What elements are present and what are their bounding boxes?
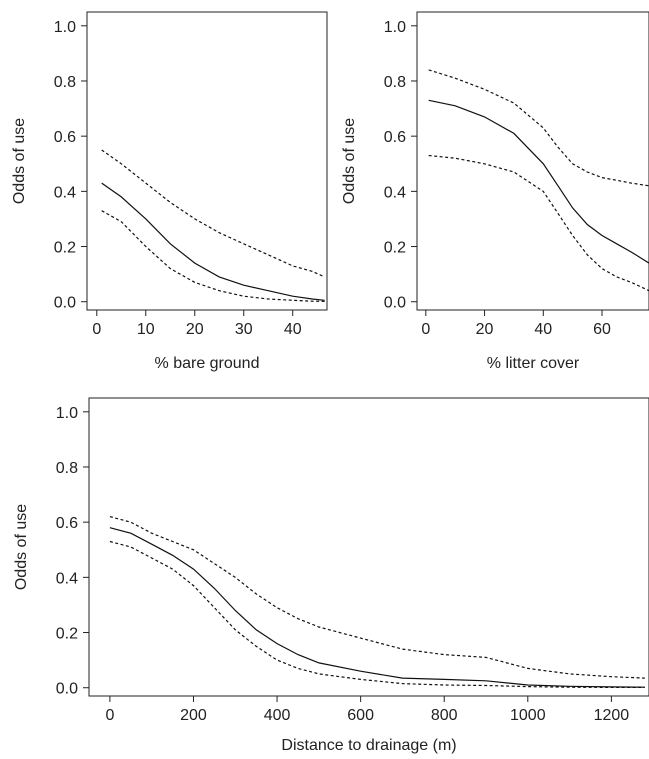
- plot-frame: [88, 397, 649, 697]
- confidence-bound-line: [101, 210, 325, 302]
- x-tick-label: 40: [284, 321, 302, 338]
- y-tick-label: 0.6: [54, 129, 76, 146]
- x-tick-label: 0: [105, 707, 114, 724]
- y-axis-label: Odds of use: [13, 504, 30, 590]
- y-tick-label: 0.2: [54, 240, 76, 257]
- x-tick-label: 1200: [594, 707, 630, 724]
- x-tick-label: 30: [235, 321, 253, 338]
- chart-bare-ground: 0.0 0.2 0.4 0.6 0.8 1.0 0 10 20 30 40 % bare ground…: [11, 11, 328, 372]
- x-axis-label: % bare ground: [155, 355, 260, 372]
- x-tick-label: 400: [264, 707, 291, 724]
- y-tick-label: 0.6: [56, 515, 78, 532]
- y-tick-label: 0.2: [56, 626, 78, 643]
- confidence-bound-line: [109, 516, 645, 679]
- y-tick-label: 0.8: [54, 74, 76, 91]
- y-tick-label: 0.0: [54, 295, 76, 312]
- estimate-line: [101, 182, 325, 301]
- y-axis-label: Odds of use: [11, 118, 28, 204]
- y-tick-label: 0.8: [384, 74, 406, 91]
- x-tick-label: 0: [421, 321, 430, 338]
- chart-litter-cover: 0.0 0.2 0.4 0.6 0.8 1.0 0 20 40 60 % litter cover O…: [341, 11, 649, 372]
- chart-distance-to-drainage: 0.0 0.2 0.4 0.6 0.8 1.0 0 200 400 600 800 1000 1200 D…: [13, 397, 649, 754]
- confidence-bound-line: [109, 540, 645, 688]
- y-tick-label: 0.0: [56, 681, 78, 698]
- y-tick-label: 0.4: [384, 184, 406, 201]
- x-tick-label: 600: [347, 707, 374, 724]
- x-tick-label: 1000: [510, 707, 546, 724]
- estimate-line: [109, 527, 645, 688]
- x-tick-label: 0: [92, 321, 101, 338]
- plot-frame: [416, 11, 649, 311]
- y-tick-label: 0.8: [56, 460, 78, 477]
- plot-frame: [86, 11, 328, 311]
- confidence-bound-line: [428, 154, 649, 292]
- x-tick-label: 800: [431, 707, 458, 724]
- y-tick-label: 0.0: [384, 295, 406, 312]
- estimate-line: [428, 99, 649, 264]
- y-axis-label: Odds of use: [341, 118, 358, 204]
- x-tick-label: 40: [534, 321, 552, 338]
- y-tick-label: 0.6: [384, 129, 406, 146]
- y-tick-label: 1.0: [56, 405, 78, 422]
- y-tick-label: 1.0: [384, 19, 406, 36]
- x-axis-label: Distance to drainage (m): [281, 737, 456, 754]
- y-tick-label: 0.4: [56, 570, 78, 587]
- x-tick-label: 10: [137, 321, 155, 338]
- y-tick-label: 1.0: [54, 19, 76, 36]
- confidence-bound-line: [428, 69, 649, 187]
- x-tick-label: 200: [180, 707, 207, 724]
- x-tick-label: 60: [593, 321, 611, 338]
- x-tick-label: 20: [186, 321, 204, 338]
- x-axis-label: % litter cover: [487, 355, 580, 372]
- y-tick-label: 0.2: [384, 240, 406, 257]
- y-tick-label: 0.4: [54, 184, 76, 201]
- confidence-bound-line: [101, 149, 325, 278]
- x-tick-label: 20: [476, 321, 494, 338]
